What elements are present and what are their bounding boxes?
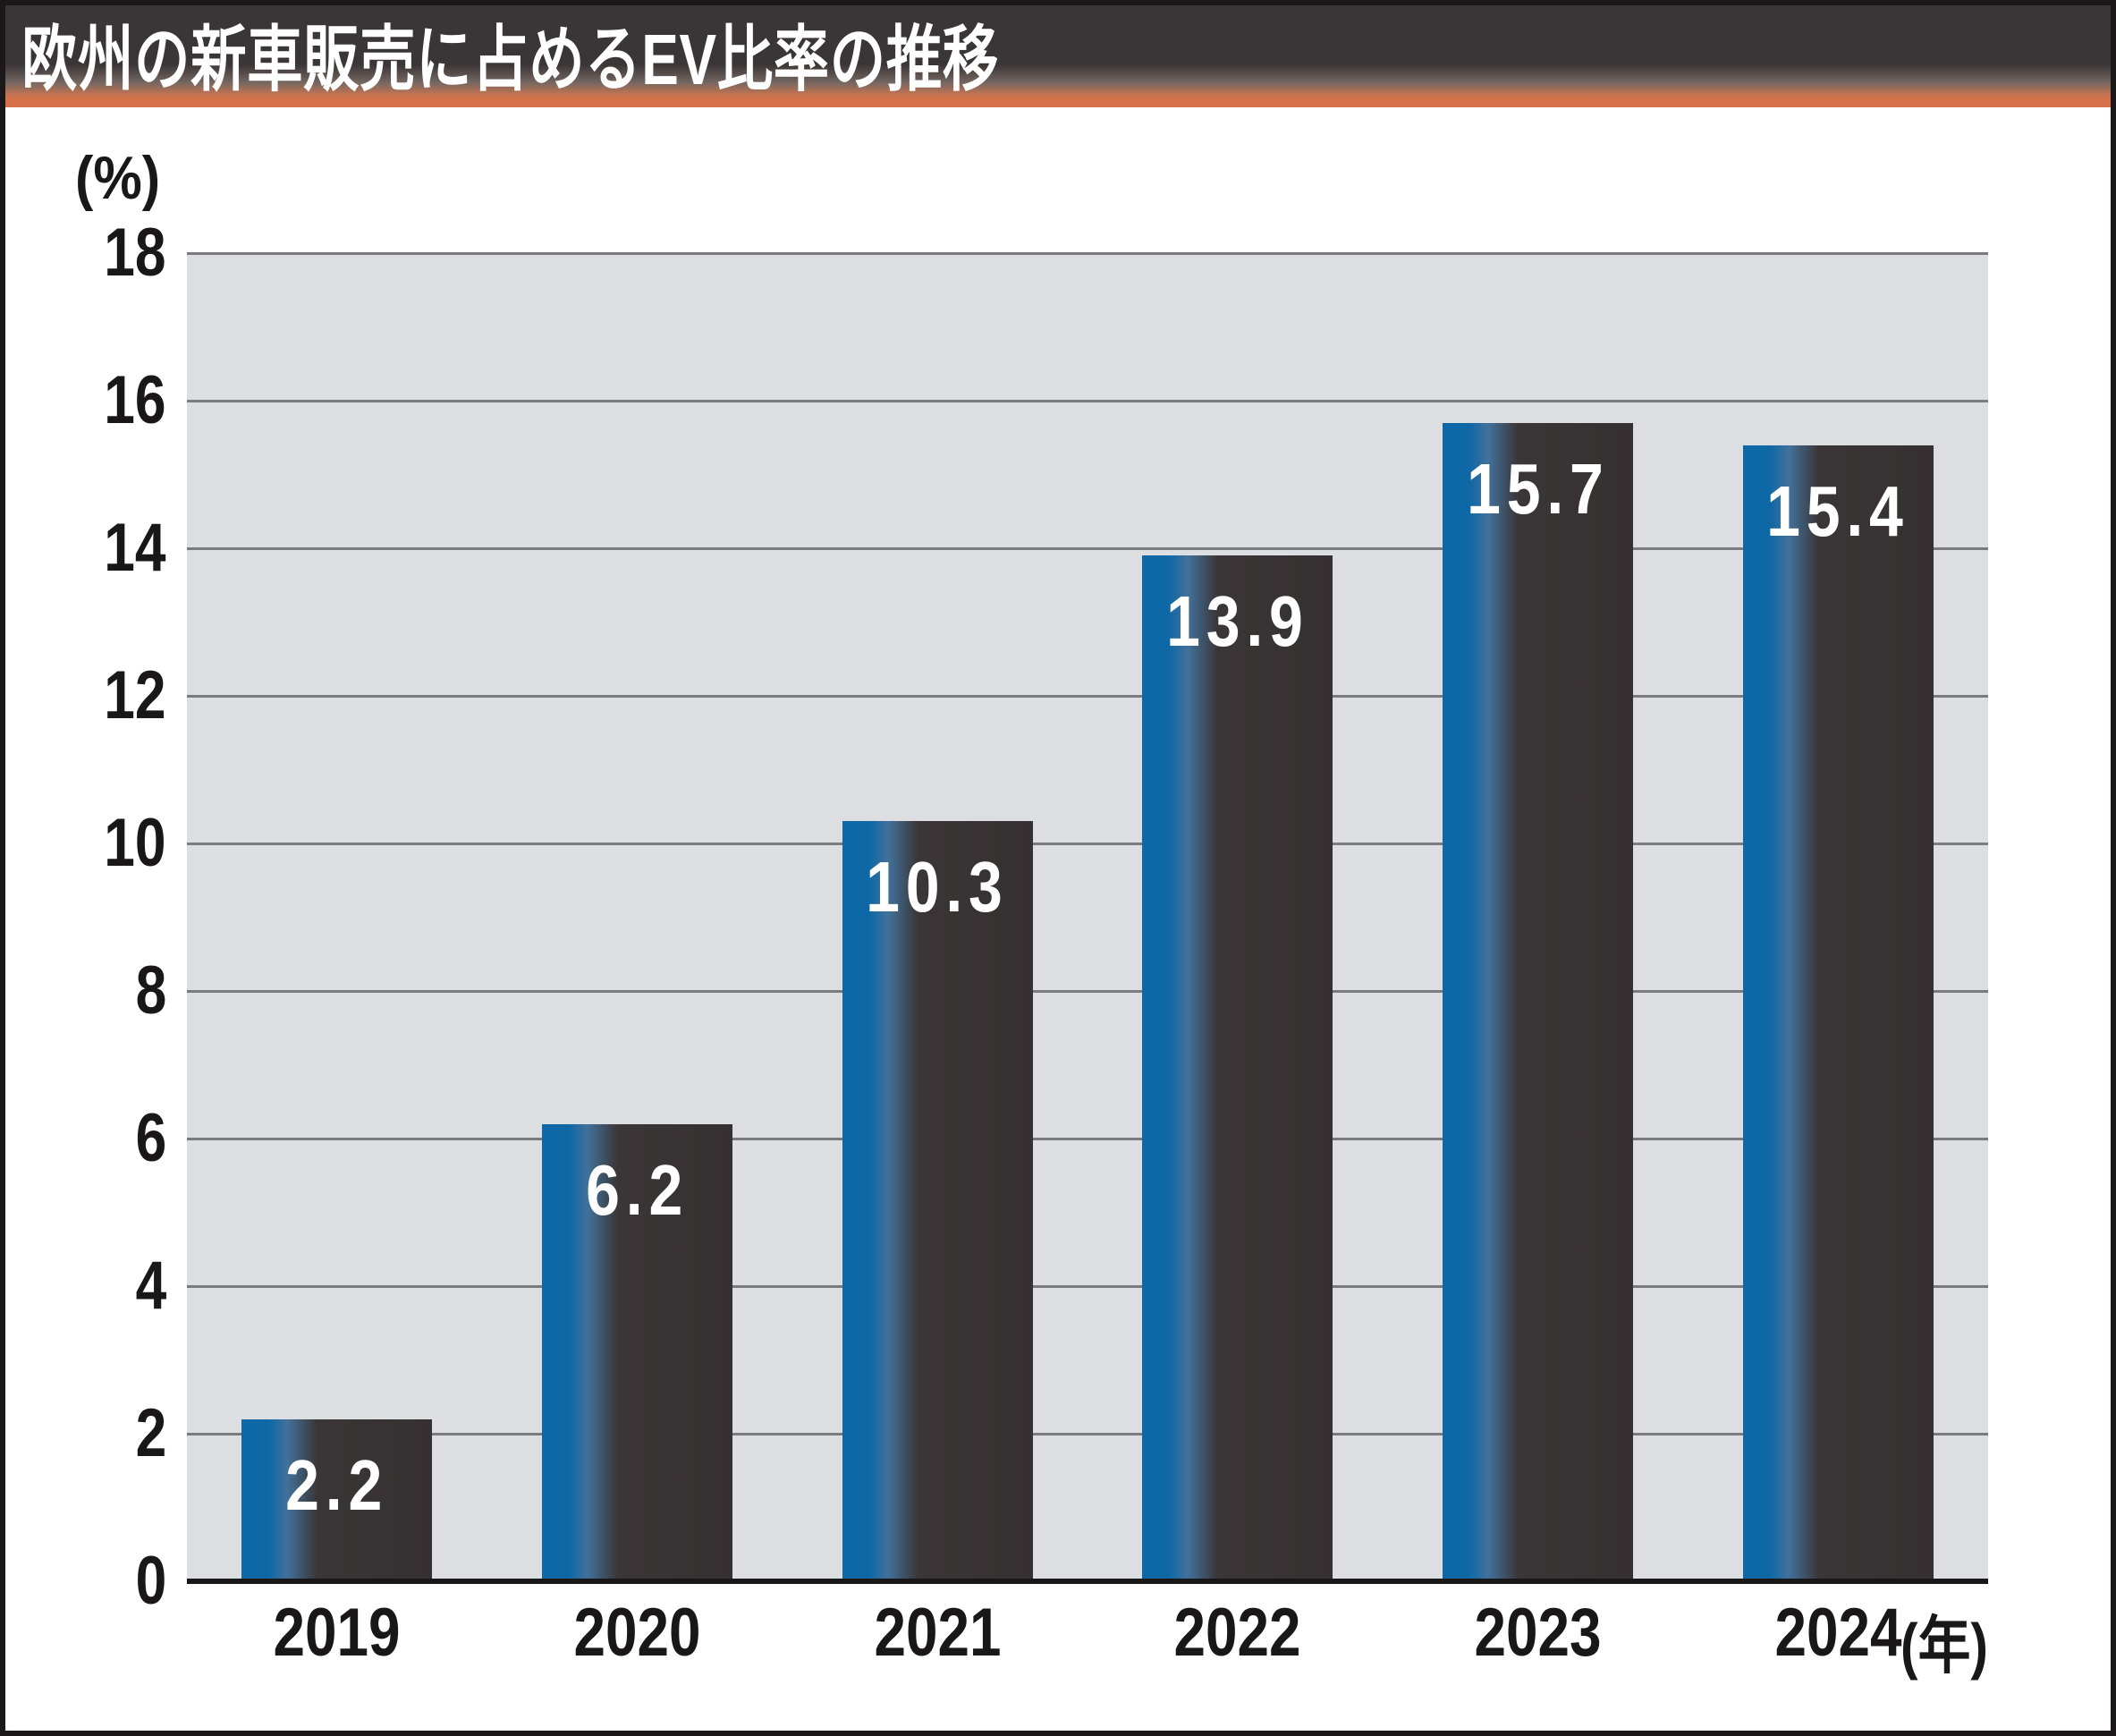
- chart-title: 欧州の新車販売に占めるEV比率の推移: [21, 20, 999, 99]
- title-banner: 欧州の新車販売に占めるEV比率の推移: [0, 0, 2116, 107]
- gridline-10: [187, 843, 1988, 845]
- bar-value-label-2024: 15.4: [1766, 470, 1909, 551]
- bar-2022: 13.9: [1142, 555, 1333, 1581]
- gridline-14: [187, 547, 1988, 550]
- x-axis-year-suffix: (年): [1900, 1611, 1988, 1681]
- y-tick-label-12: 12: [104, 657, 166, 733]
- x-tick-label-2024: 2024: [1774, 1595, 1902, 1671]
- gridline-2: [187, 1433, 1988, 1435]
- gridline-6: [187, 1138, 1988, 1140]
- x-axis: (年) 2019 2020 2021 2022 2023 2024: [187, 1594, 1988, 1683]
- bar-2024: 15.4: [1742, 445, 1934, 1581]
- y-tick-label-4: 4: [135, 1248, 166, 1324]
- plot-area: 2.2 6.2 10.3 13.9 15.7 15.4: [187, 252, 1988, 1584]
- y-tick-label-16: 16: [104, 362, 166, 438]
- y-tick-label-6: 6: [135, 1100, 166, 1176]
- bar-2019: 2.2: [241, 1418, 433, 1581]
- bar-2020: 6.2: [542, 1123, 732, 1581]
- gridline-4: [187, 1285, 1988, 1288]
- x-tick-label-2023: 2023: [1474, 1595, 1602, 1671]
- y-tick-label-10: 10: [104, 805, 166, 881]
- bar-value-label-2021: 10.3: [866, 847, 1009, 927]
- x-tick-label-2021: 2021: [874, 1595, 1002, 1671]
- x-tick-label-2020: 2020: [573, 1595, 701, 1671]
- x-tick-label-2022: 2022: [1173, 1595, 1301, 1671]
- gridline-12: [187, 695, 1988, 698]
- gridline-18: [187, 252, 1988, 255]
- bar-value-label-2020: 6.2: [586, 1149, 689, 1230]
- y-tick-label-18: 18: [104, 215, 166, 291]
- bar-value-label-2023: 15.7: [1466, 448, 1610, 529]
- bar-2021: 10.3: [842, 821, 1033, 1581]
- y-tick-label-14: 14: [104, 510, 166, 586]
- y-tick-label-0: 0: [135, 1543, 166, 1619]
- gridline-16: [187, 400, 1988, 402]
- y-tick-label-8: 8: [135, 953, 166, 1029]
- bar-2023: 15.7: [1443, 422, 1633, 1581]
- bar-value-label-2019: 2.2: [285, 1444, 389, 1525]
- x-tick-label-2019: 2019: [273, 1595, 401, 1671]
- y-tick-label-2: 2: [135, 1395, 166, 1471]
- y-axis-unit-label: (%): [75, 144, 161, 212]
- x-axis-line: [187, 1579, 1988, 1584]
- bar-value-label-2022: 13.9: [1166, 581, 1309, 662]
- gridline-8: [187, 990, 1988, 993]
